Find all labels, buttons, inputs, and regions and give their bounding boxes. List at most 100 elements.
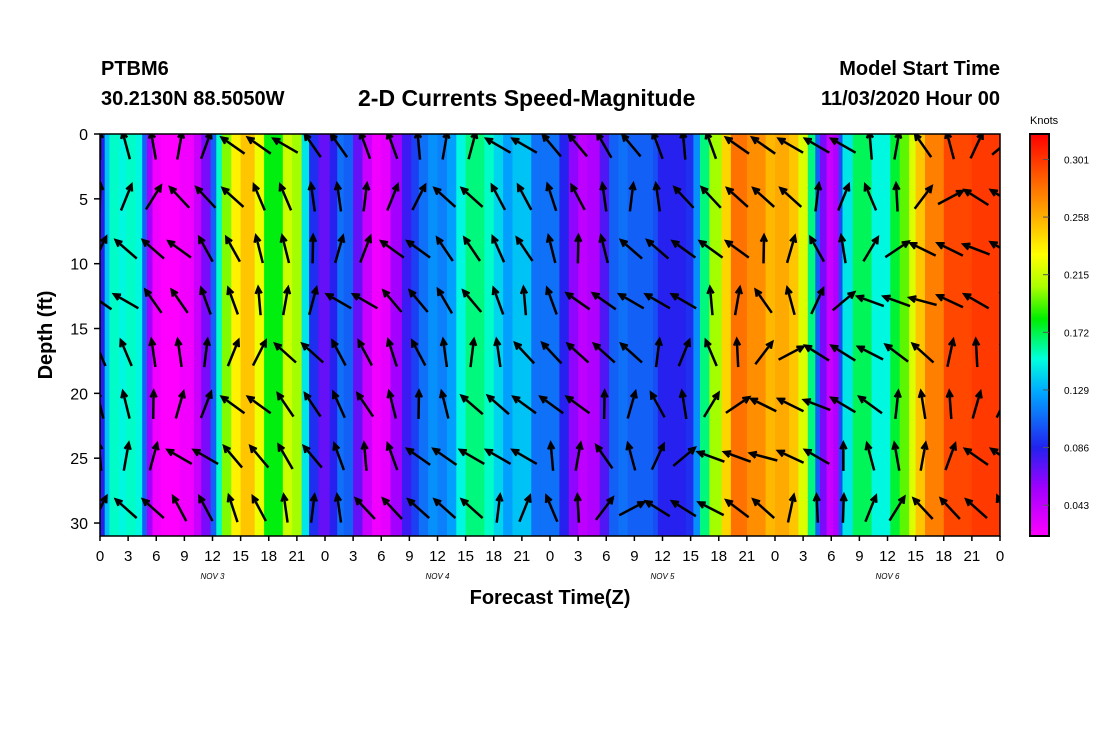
current-arrow [538,395,564,415]
current-arrow [670,239,697,259]
x-tick-label: 6 [377,548,385,565]
current-arrow [251,338,267,367]
current-arrow [650,441,666,471]
day-label: NOV 4 [425,572,450,581]
heatmap-cell [309,134,320,536]
current-arrow [751,497,776,520]
current-arrow [491,285,505,315]
current-arrow [696,501,725,517]
current-arrow [414,388,424,420]
current-arrow [119,181,134,211]
current-arrow [252,182,266,211]
current-arrow [839,491,848,523]
current-arrow [432,186,457,208]
current-arrow [988,447,1000,457]
heatmap-cell [337,134,345,536]
x-tick-label: 15 [682,548,699,565]
current-arrow [778,345,806,361]
current-arrow [222,444,244,469]
current-arrow [439,336,449,368]
current-arrow [864,440,876,471]
current-arrow [307,285,319,316]
colorbar-tick-label: 0.301 [1064,155,1089,166]
current-arrow [226,492,239,523]
heatmap-cell [700,134,710,536]
y-tick-label: 5 [79,192,88,209]
current-arrow [271,137,299,154]
heatmap-cell [193,134,202,536]
current-arrow [801,398,831,412]
heatmap-cell [216,134,223,536]
y-tick-label: 15 [70,322,88,339]
current-arrow [245,395,272,415]
current-arrow [854,294,885,308]
x-tick-label: 0 [321,548,329,565]
current-arrow [467,134,479,160]
heatmap-cell [201,134,212,536]
current-arrow [911,496,934,520]
current-arrow [697,239,724,259]
current-arrow [721,450,752,463]
current-arrow [226,285,240,315]
y-axis-label: Depth (ft) [35,291,57,380]
heatmap-cell [540,134,551,536]
current-arrow [248,444,270,469]
current-arrow [961,292,990,310]
current-arrow [962,447,989,466]
current-arrow [596,134,613,159]
current-arrow [194,185,217,209]
current-arrow [645,238,670,260]
y-tick-label: 10 [70,257,88,274]
heatmap-cell [820,134,828,536]
day-labels: NOV 3 NOV 4 NOV 5 NOV 6 [200,572,900,581]
current-arrow [995,493,1000,506]
y-tick-label: 25 [70,451,88,468]
current-arrow [649,390,666,418]
y-tick-label: 30 [70,516,88,533]
heatmap-cell [301,134,310,536]
heatmap-cell [503,134,514,536]
current-arrow [704,134,718,160]
heatmap-cell [254,134,265,536]
current-arrow [459,497,484,520]
current-arrow [547,440,556,471]
heatmap-cell [437,134,448,536]
current-arrow [863,182,878,211]
x-tick-label: 21 [514,548,531,565]
heatmap-cell [798,134,809,536]
current-arrow [333,233,346,264]
current-arrow [810,285,825,315]
current-arrow [491,233,506,263]
current-arrow [654,336,663,368]
current-arrow [599,180,608,212]
current-arrow [518,493,532,523]
heatmap-cell [618,134,629,536]
heatmap-cell [135,134,143,536]
current-arrow [111,292,140,310]
current-arrow [171,493,188,522]
colorbar-tick-label: 0.129 [1064,386,1089,397]
current-arrow [913,184,934,210]
heatmap-cell [852,134,863,536]
current-arrow [381,288,403,313]
current-arrow [280,492,289,523]
current-arrow [149,388,158,420]
current-arrow [652,180,662,212]
station-coordinates: 30.2130N 88.5050W [101,88,285,110]
current-arrow [413,134,423,160]
current-arrow [995,407,1000,419]
current-arrow [828,137,857,154]
colorbar: Knots 0.301 0.258 0.215 0.172 0.129 0.086 0.04… [1029,115,1089,537]
current-arrow [574,232,583,264]
current-arrow [946,336,957,368]
current-arrow [277,442,294,470]
current-arrow [669,499,697,518]
current-arrow [386,181,400,211]
current-arrow [778,186,803,208]
current-arrow [378,239,405,259]
current-arrow [910,341,935,364]
x-tick-label: 6 [152,548,160,565]
current-arrow [802,344,830,362]
current-arrow [784,285,796,316]
current-arrow [626,388,638,419]
